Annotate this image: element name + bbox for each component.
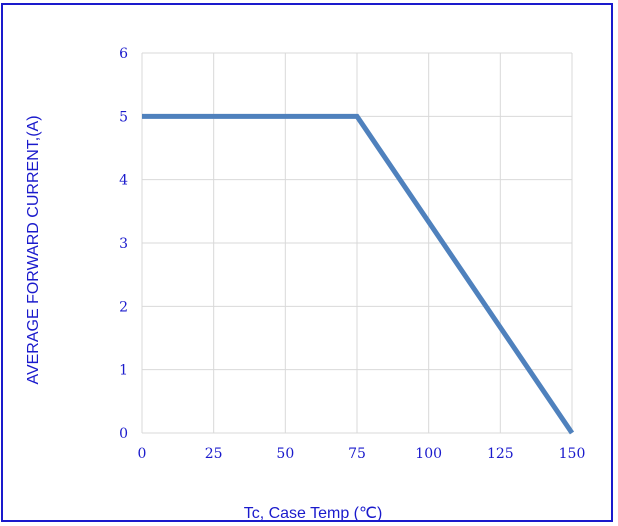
y-tick-label: 5 xyxy=(119,109,128,125)
y-tick-label: 3 xyxy=(119,236,128,252)
y-tick-label: 2 xyxy=(119,299,128,315)
x-tick-label: 75 xyxy=(348,446,366,462)
x-tick-label: 25 xyxy=(205,446,223,462)
y-tick-label: 6 xyxy=(119,46,128,62)
x-axis-title: Tc, Case Temp (℃) xyxy=(244,505,383,522)
x-tick-label: 125 xyxy=(487,446,514,462)
x-tick-label: 0 xyxy=(138,446,147,462)
x-tick-labels: 0 25 50 75 100 125 150 xyxy=(138,446,586,462)
series-layer xyxy=(142,113,575,435)
y-tick-labels: 0 1 2 3 4 5 6 xyxy=(119,46,128,442)
chart-frame xyxy=(1,3,613,522)
x-tick-label: 150 xyxy=(559,446,586,462)
x-tick-label: 50 xyxy=(276,446,294,462)
y-tick-label: 4 xyxy=(119,173,128,189)
y-axis-title: AVERAGE FORWARD CURRENT,(A) xyxy=(25,115,42,384)
y-tick-label: 1 xyxy=(119,363,128,379)
y-tick-label: 0 xyxy=(119,426,128,442)
series-line xyxy=(142,113,575,435)
gridlines xyxy=(141,52,573,434)
x-tick-label: 100 xyxy=(415,446,442,462)
